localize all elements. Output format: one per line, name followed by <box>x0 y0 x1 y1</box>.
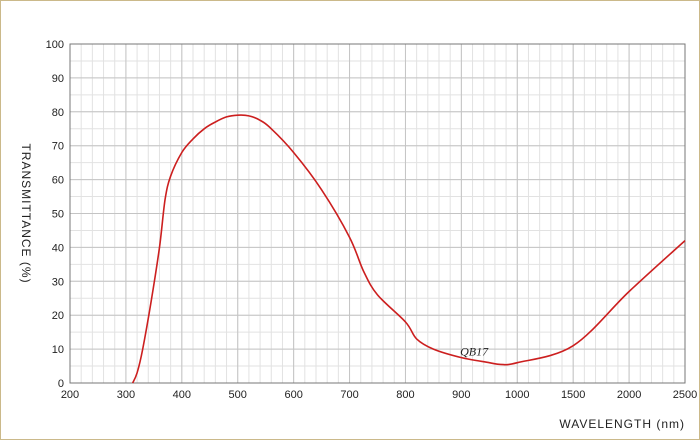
x-tick-label: 200 <box>61 389 79 401</box>
x-axis-title: WAVELENGTH (nm) <box>559 417 685 431</box>
x-tick-label: 600 <box>284 389 302 401</box>
series-line-qb17 <box>131 114 686 384</box>
y-tick-label: 10 <box>52 344 64 356</box>
y-tick-label: 50 <box>52 209 64 221</box>
y-axis-title: TRANSMITTANCE (%) <box>19 143 33 283</box>
y-tick-label: 40 <box>52 242 64 254</box>
y-tick-label: 20 <box>52 310 64 322</box>
x-tick-label: 2000 <box>617 389 641 401</box>
y-tick-labels: 0 10 20 30 40 50 60 70 80 90 100 <box>46 39 64 390</box>
y-tick-label: 0 <box>58 378 64 390</box>
y-tick-label: 90 <box>52 73 64 85</box>
x-tick-label: 500 <box>229 389 247 401</box>
y-tick-label: 60 <box>52 175 64 187</box>
y-tick-label: 30 <box>52 276 64 288</box>
x-tick-label: 400 <box>173 389 191 401</box>
x-tick-label: 700 <box>340 389 358 401</box>
y-tick-label: 100 <box>46 39 64 51</box>
plot-border <box>69 43 686 384</box>
x-tick-label: 1500 <box>561 389 585 401</box>
y-tick-label: 70 <box>52 141 64 153</box>
x-tick-labels: 200 300 400 500 600 700 800 900 1000 1500 2000 2500 <box>61 389 697 401</box>
x-tick-label: 800 <box>396 389 414 401</box>
x-tick-label: 1000 <box>505 389 529 401</box>
major-grid <box>70 44 685 383</box>
x-tick-label: 300 <box>117 389 135 401</box>
series-label-qb17: QB17 <box>460 344 489 358</box>
x-tick-label: 900 <box>452 389 470 401</box>
y-tick-label: 80 <box>52 107 64 119</box>
x-tick-label: 2500 <box>673 389 697 401</box>
